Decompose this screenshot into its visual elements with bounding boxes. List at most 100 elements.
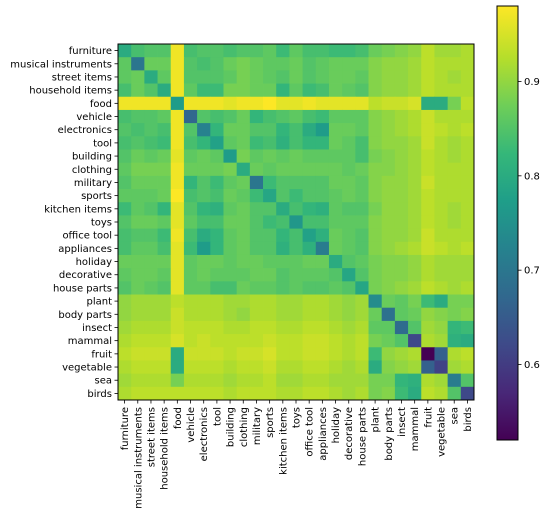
heatmap-cell: [381, 334, 396, 348]
heatmap-cell: [197, 175, 211, 190]
heatmap-cell: [342, 123, 356, 137]
heatmap-cell: [460, 44, 475, 58]
heatmap-cell: [447, 334, 462, 348]
heatmap-cell: [276, 320, 290, 335]
y-tick-label: toys: [91, 218, 112, 229]
heatmap-cell: [460, 70, 475, 84]
heatmap-cell: [447, 109, 462, 124]
heatmap-cell: [223, 202, 238, 216]
heatmap-cell: [183, 70, 198, 84]
heatmap-cell: [170, 215, 185, 229]
heatmap-cell: [170, 189, 185, 203]
heatmap-cell: [131, 57, 145, 71]
heatmap-cell: [447, 360, 462, 375]
heatmap-cell: [249, 44, 264, 58]
heatmap-cell: [118, 149, 132, 164]
heatmap-cell: [408, 386, 422, 401]
heatmap-cell: [223, 189, 238, 203]
heatmap-cell: [276, 294, 290, 309]
heatmap-cell: [183, 386, 198, 401]
heatmap-cell: [394, 281, 409, 295]
heatmap-cell: [157, 294, 172, 309]
heatmap-cell: [131, 70, 145, 84]
heatmap-cell: [460, 83, 475, 98]
y-tick-label: tool: [93, 138, 112, 149]
heatmap-cell: [381, 347, 396, 361]
heatmap-cell: [328, 320, 343, 335]
heatmap-cell: [157, 268, 172, 282]
heatmap-cell: [144, 241, 158, 256]
heatmap-cell: [434, 334, 449, 348]
heatmap-cell: [144, 70, 158, 84]
heatmap-cell: [381, 189, 396, 203]
heatmap-cell: [249, 228, 264, 243]
heatmap-cell: [394, 386, 409, 401]
heatmap-cell: [183, 202, 198, 216]
heatmap-cell: [408, 162, 422, 177]
heatmap-cell: [236, 123, 251, 137]
heatmap-cell: [355, 202, 369, 216]
y-tick-labels: furniture musical instruments street items…: [10, 46, 118, 400]
heatmap-cell: [394, 149, 409, 164]
heatmap-cell: [131, 334, 145, 348]
heatmap-cell: [249, 123, 264, 137]
heatmap-cell: [434, 123, 449, 137]
heatmap-cell: [263, 294, 277, 309]
heatmap-cell: [289, 57, 303, 71]
heatmap-cell: [223, 70, 238, 84]
x-tick-label: house parts: [357, 407, 368, 466]
heatmap-cell: [197, 189, 211, 203]
heatmap-cell: [223, 109, 238, 124]
heatmap-cell: [381, 307, 396, 322]
heatmap-cell: [408, 83, 422, 98]
heatmap-cell: [289, 70, 303, 84]
heatmap-cell: [197, 320, 211, 335]
heatmap-cell: [421, 320, 435, 335]
heatmap-cell: [460, 149, 475, 164]
heatmap-cell: [342, 109, 356, 124]
heatmap-cell: [289, 373, 303, 388]
heatmap-cell: [368, 373, 383, 388]
heatmap-cell: [355, 123, 369, 137]
heatmap-cell: [276, 307, 290, 322]
heatmap-cell: [342, 386, 356, 401]
heatmap-cell: [460, 202, 475, 216]
heatmap-cell: [210, 254, 224, 269]
heatmap-cell: [276, 268, 290, 282]
heatmap-cell: [434, 162, 449, 177]
heatmap-cell: [276, 386, 290, 401]
heatmap-cell: [447, 307, 462, 322]
heatmap-cell: [118, 281, 132, 295]
heatmap-cell: [170, 96, 185, 111]
heatmap-cell: [223, 228, 238, 243]
heatmap-cell: [144, 162, 158, 177]
heatmap-cell: [263, 347, 277, 361]
heatmap-cell: [276, 57, 290, 71]
heatmap-cell: [118, 189, 132, 203]
heatmap-cell: [131, 307, 145, 322]
heatmap-cell: [170, 241, 185, 256]
heatmap-cell: [408, 109, 422, 124]
colorbar-tick-label: 0.7: [524, 266, 540, 277]
heatmap-cell: [342, 241, 356, 256]
heatmap-cell: [249, 347, 264, 361]
heatmap-cell: [447, 386, 462, 401]
heatmap-cell: [342, 307, 356, 322]
heatmap-cell: [249, 189, 264, 203]
heatmap-cell: [210, 281, 224, 295]
heatmap-cell: [328, 109, 343, 124]
heatmap-cell: [118, 334, 132, 348]
heatmap-cell: [342, 281, 356, 295]
heatmap-cell: [381, 44, 396, 58]
heatmap-cell: [210, 215, 224, 229]
heatmap-cell: [302, 294, 317, 309]
heatmap-cell: [302, 109, 317, 124]
heatmap-cell: [157, 109, 172, 124]
heatmap-cell: [434, 96, 449, 111]
heatmap-cell: [355, 281, 369, 295]
heatmap-cell: [249, 334, 264, 348]
heatmap-cell: [157, 281, 172, 295]
heatmap-cell: [302, 70, 317, 84]
heatmap-cell: [421, 241, 435, 256]
heatmap-cell: [263, 268, 277, 282]
